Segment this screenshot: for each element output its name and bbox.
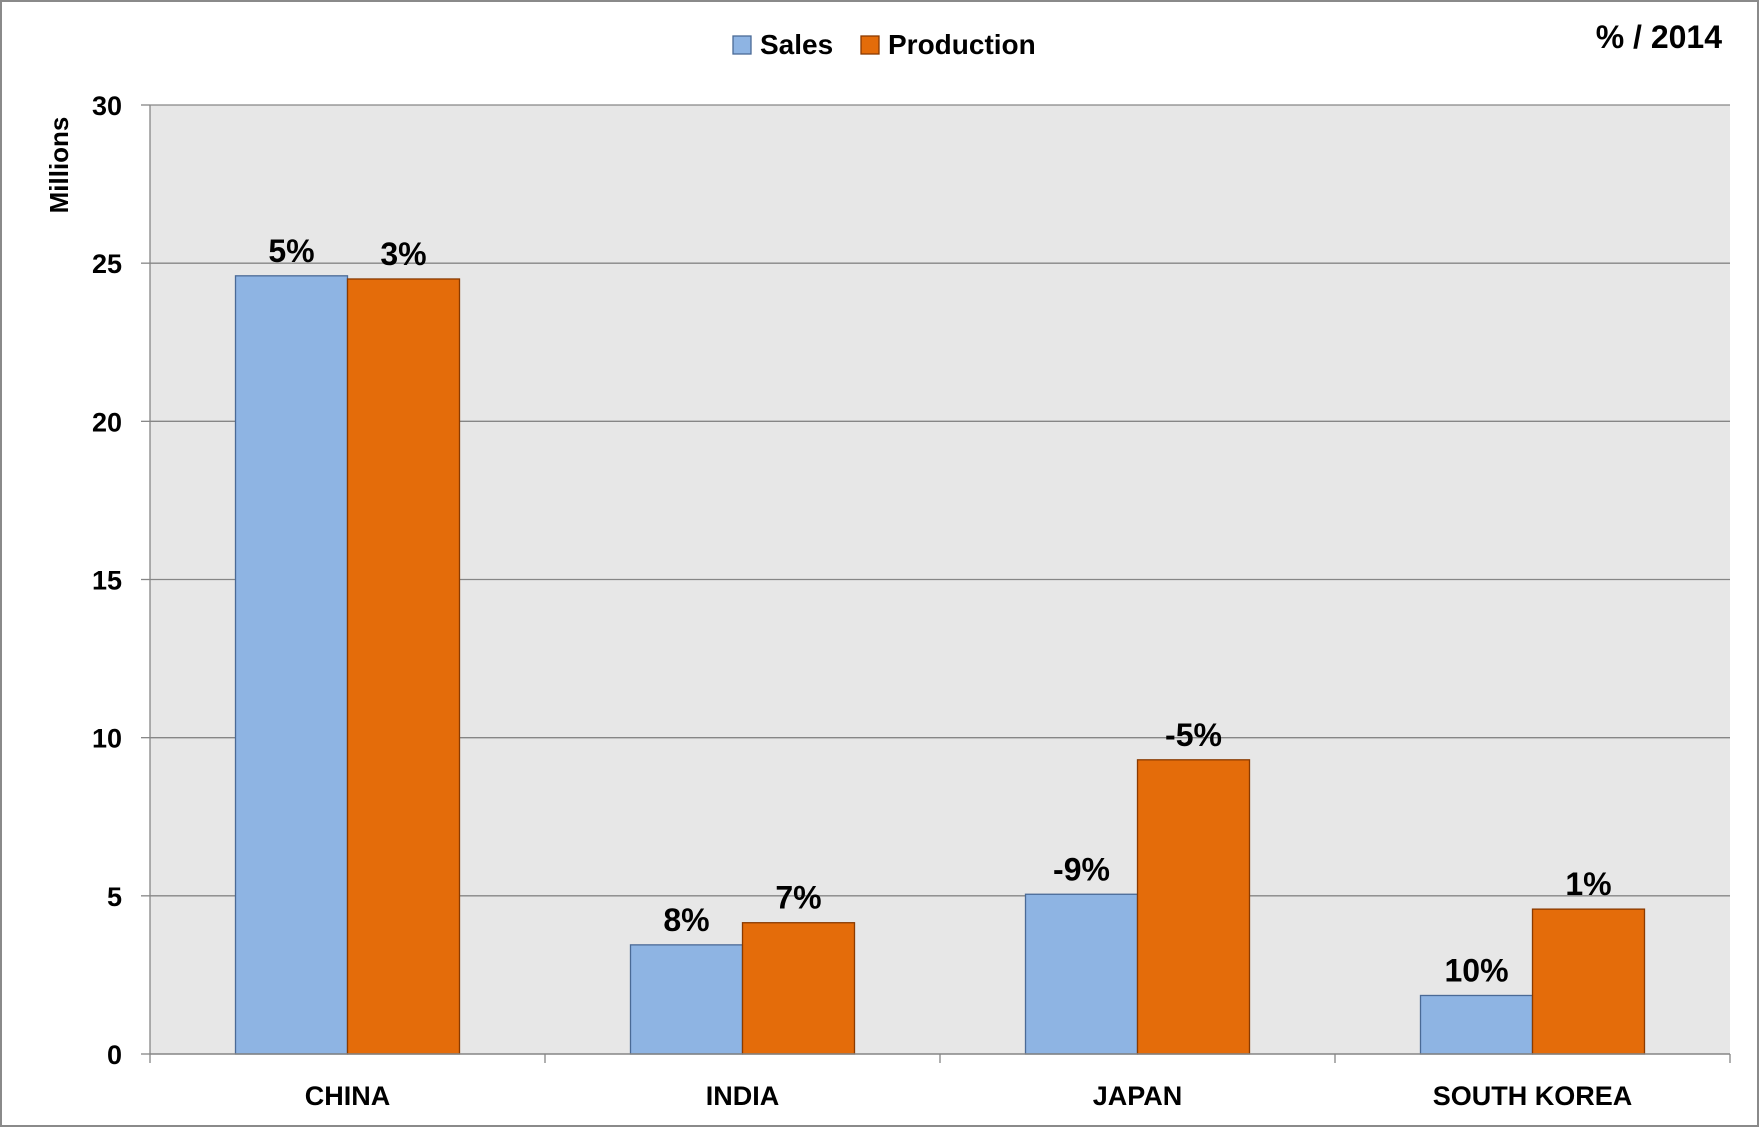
legend-label-production: Production bbox=[888, 29, 1036, 60]
legend-label-sales: Sales bbox=[760, 29, 833, 60]
bar-sales-china bbox=[234, 275, 349, 1055]
data-label: -9% bbox=[1053, 851, 1110, 887]
x-tick-label: JAPAN bbox=[1093, 1081, 1183, 1111]
data-label: 1% bbox=[1565, 866, 1611, 902]
y-tick-labels: 0 5 10 15 20 25 30 bbox=[92, 91, 122, 1070]
y-tick-label: 0 bbox=[107, 1040, 122, 1070]
legend-swatch-sales bbox=[732, 35, 752, 55]
y-axis-title: Millions bbox=[44, 117, 74, 214]
bar-sales-south-korea bbox=[1419, 994, 1534, 1055]
y-tick-label: 20 bbox=[92, 407, 122, 437]
bar-production-south-korea bbox=[1531, 908, 1646, 1055]
legend: Sales Production bbox=[732, 29, 1036, 60]
x-tick-labels: CHINA INDIA JAPAN SOUTH KOREA bbox=[305, 1081, 1633, 1111]
bar-sales-india bbox=[629, 944, 744, 1055]
x-tick-label: SOUTH KOREA bbox=[1433, 1081, 1633, 1111]
bar-sales-japan bbox=[1024, 893, 1139, 1055]
y-tick-label: 10 bbox=[92, 724, 122, 754]
bars bbox=[234, 275, 1646, 1055]
bar-production-japan bbox=[1136, 759, 1251, 1055]
legend-swatch-production bbox=[860, 35, 880, 55]
data-label: 5% bbox=[268, 233, 314, 269]
axes bbox=[149, 105, 1731, 1063]
data-label: 7% bbox=[775, 880, 821, 916]
data-label: 8% bbox=[663, 902, 709, 938]
data-label: 10% bbox=[1444, 952, 1508, 988]
data-label: -5% bbox=[1165, 717, 1222, 753]
x-tick-label: INDIA bbox=[706, 1081, 780, 1111]
y-tick-label: 5 bbox=[107, 882, 122, 912]
chart-annotation: % / 2014 bbox=[1596, 19, 1723, 55]
y-tick-label: 30 bbox=[92, 91, 122, 121]
x-tick-label: CHINA bbox=[305, 1081, 391, 1111]
y-tick-label: 25 bbox=[92, 249, 122, 279]
bar-production-china bbox=[346, 278, 461, 1055]
bar-production-india bbox=[741, 922, 856, 1055]
data-label: 3% bbox=[380, 236, 426, 272]
y-tick-label: 15 bbox=[92, 566, 122, 596]
data-labels: 5% 3% 8% 7% -9% -5% 10% 1% bbox=[268, 233, 1611, 989]
